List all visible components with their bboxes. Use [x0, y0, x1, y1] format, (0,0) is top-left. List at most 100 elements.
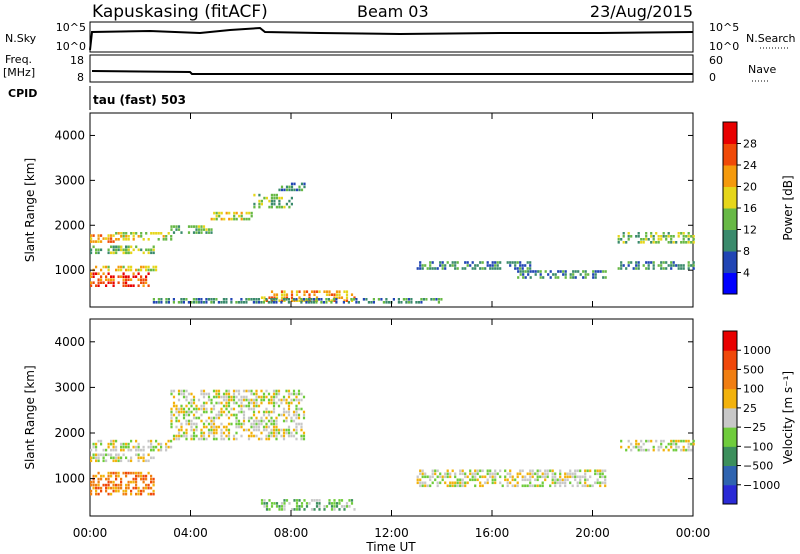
velocity-echo-cell [275, 392, 278, 396]
power-echo-cell [647, 238, 650, 241]
velocity-echo-cell [456, 478, 459, 482]
power-echo-cell [484, 267, 487, 270]
power-echo-cell [637, 261, 640, 264]
velocity-echo-cell [509, 481, 512, 485]
velocity-echo-cell [215, 416, 218, 420]
power-echo-cell [90, 240, 93, 243]
velocity-echo-cell [632, 445, 635, 449]
power-echo-cell [397, 301, 400, 304]
velocity-echo-cell [516, 484, 519, 488]
velocity-echo-cell [534, 472, 537, 476]
velocity-echo-cell [147, 453, 150, 457]
velocity-echo-cell [424, 484, 427, 488]
power-echo-cell [273, 299, 276, 302]
velocity-echo-cell [132, 486, 135, 490]
power-echo-cell [620, 261, 623, 264]
velocity-colorbar-swatch [723, 407, 737, 428]
velocity-echo-cell [657, 448, 660, 452]
power-echo-cell [300, 301, 303, 304]
velocity-echo-cell [302, 395, 306, 399]
velocity-echo-cell [110, 453, 113, 457]
power-echo-cell [670, 235, 673, 238]
power-echo-cell [218, 211, 221, 215]
nave-label: Nave [748, 63, 776, 76]
velocity-echo-cell [92, 453, 95, 457]
velocity-echo-cell [97, 492, 100, 496]
power-echo-cell [604, 276, 607, 279]
velocity-echo-cell [277, 398, 281, 402]
velocity-echo-cell [107, 477, 110, 481]
power-echo-cell [100, 278, 103, 281]
velocity-echo-cell [564, 478, 567, 482]
velocity-echo-cell [105, 489, 108, 493]
power-echo-cell [456, 261, 459, 264]
velocity-echo-region [90, 453, 155, 463]
power-echo-cell [202, 228, 206, 231]
velocity-echo-cell [180, 410, 183, 414]
velocity-echo-cell [217, 410, 221, 414]
power-echo-cell [481, 267, 484, 270]
power-echo-cell [220, 301, 223, 304]
velocity-echo-cell [97, 483, 100, 487]
velocity-echo-cell [566, 475, 569, 479]
velocity-echo-cell [242, 398, 246, 402]
velocity-echo-cell [682, 439, 685, 443]
power-echo-cell [147, 265, 150, 269]
power-echo-cell [437, 301, 440, 304]
power-echo-cell [426, 267, 429, 270]
velocity-echo-cell [230, 422, 233, 426]
power-echo-cell [125, 275, 128, 278]
velocity-echo-cell [581, 484, 584, 488]
power-echo-cell [197, 225, 201, 228]
velocity-echo-cell [132, 480, 135, 484]
power-echo-cell [534, 270, 537, 273]
velocity-echo-cell [197, 437, 201, 441]
power-colorbar-label: Power [dB] [781, 175, 795, 240]
velocity-echo-cell [110, 474, 113, 478]
power-echo-region [90, 234, 115, 243]
power-echo-cell [572, 273, 575, 276]
velocity-echo-cell [285, 428, 288, 432]
velocity-echo-cell [190, 419, 193, 423]
power-echo-cell [152, 248, 155, 252]
velocity-echo-cell [574, 472, 577, 476]
velocity-echo-cell [529, 484, 532, 488]
velocity-echo-cell [220, 428, 223, 432]
velocity-echo-cell [255, 404, 258, 408]
velocity-echo-cell [135, 474, 138, 478]
velocity-echo-cell [571, 475, 574, 479]
power-echo-cell [597, 270, 600, 273]
velocity-echo-cell [576, 475, 579, 479]
velocity-echo-cell [559, 475, 562, 479]
velocity-echo-cell [177, 398, 181, 402]
power-echo-cell [662, 261, 665, 264]
power-echo-cell [142, 238, 145, 241]
velocity-echo-cell [270, 422, 273, 426]
velocity-echo-cell [95, 483, 98, 487]
velocity-echo-cell [268, 508, 271, 511]
power-echo-cell [544, 270, 547, 273]
velocity-echo-cell [290, 416, 293, 420]
velocity-echo-cell [566, 472, 569, 476]
velocity-echo-cell [521, 475, 524, 479]
power-echo-cell [410, 301, 413, 304]
velocity-echo-cell [197, 398, 201, 402]
velocity-echo-cell [182, 389, 186, 393]
velocity-echo-cell [200, 392, 203, 396]
power-echo-cell [132, 238, 135, 241]
velocity-echo-cell [285, 389, 288, 393]
velocity-echo-cell [235, 422, 238, 426]
power-echo-cell [494, 267, 497, 270]
velocity-echo-cell [105, 477, 108, 481]
velocity-echo-cell [142, 445, 145, 449]
power-echo-cell [620, 264, 623, 267]
power-y-tick-label: 2000 [54, 218, 85, 232]
velocity-echo-cell [282, 428, 286, 432]
velocity-echo-cell [192, 437, 196, 441]
velocity-echo-cell [125, 486, 128, 490]
power-echo-cell [539, 276, 542, 279]
power-echo-cell [263, 296, 266, 299]
power-echo-cell [210, 301, 213, 304]
power-echo-cell [127, 265, 130, 269]
power-echo-cell [278, 196, 281, 200]
